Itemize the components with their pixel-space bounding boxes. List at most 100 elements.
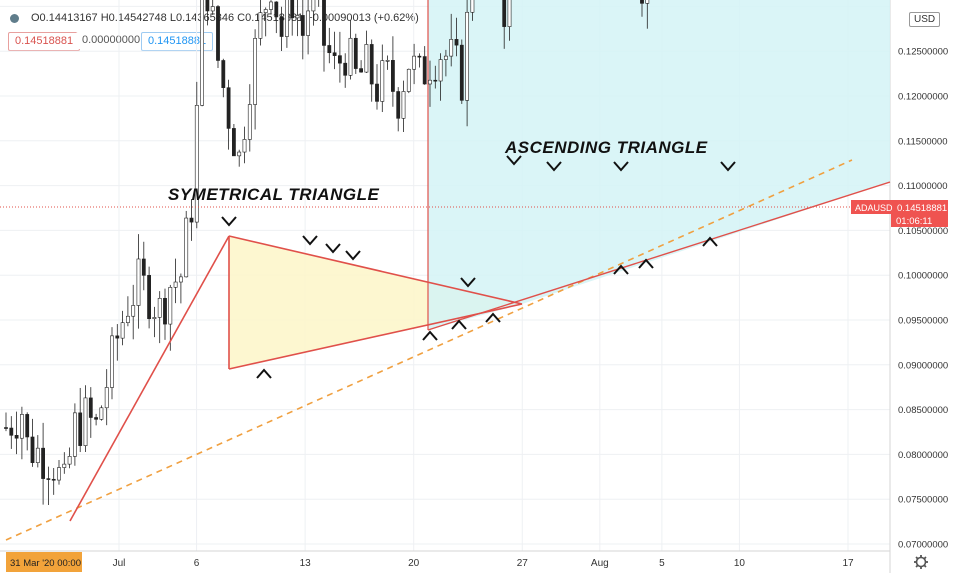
candle <box>454 17 459 57</box>
candle-body <box>359 68 364 73</box>
candle-body <box>279 16 284 37</box>
gear-tooth <box>923 564 927 568</box>
candle <box>152 306 157 338</box>
candle-body <box>14 435 19 439</box>
candle-body <box>147 275 152 320</box>
indicator-value-1[interactable]: 0.14518881 <box>8 32 81 51</box>
price-tick-label: 0.10000000 <box>898 271 948 282</box>
candle-body <box>422 56 427 85</box>
candle <box>41 422 46 505</box>
candle <box>221 58 226 98</box>
candle-body <box>428 79 432 85</box>
candle <box>51 467 56 495</box>
candle <box>449 13 454 67</box>
candle <box>645 0 650 29</box>
candle-body <box>94 417 99 420</box>
crosshair-date-badge: 31 Mar '20 00:00 <box>6 552 82 572</box>
symmetrical-triangle-fill <box>229 236 522 369</box>
candle <box>30 418 35 467</box>
price-tick-label: 0.07500000 <box>898 495 948 506</box>
candle <box>438 53 443 101</box>
candle <box>327 27 332 64</box>
candle-body <box>353 37 358 69</box>
candle <box>253 29 258 130</box>
candle <box>14 411 19 455</box>
candle <box>269 0 273 15</box>
candle <box>247 84 252 152</box>
candle-body <box>62 463 67 468</box>
currency-button[interactable]: USD <box>909 12 941 27</box>
candle-body <box>337 55 342 64</box>
candle-body <box>258 12 263 39</box>
candle <box>332 31 337 70</box>
indicator-value-2: 0.00000000 <box>76 32 147 49</box>
settings-gear-icon[interactable] <box>914 555 928 569</box>
candle-body <box>110 335 114 388</box>
time-tick-label: 13 <box>300 558 312 569</box>
candle-body <box>401 91 406 119</box>
candle <box>194 81 199 229</box>
pivot-low-marker <box>638 258 654 269</box>
candle <box>640 0 644 17</box>
candle-body <box>67 456 72 465</box>
candle-body <box>348 37 353 76</box>
candle-body <box>417 55 422 58</box>
pivot-high-marker <box>460 277 476 288</box>
candle-body <box>295 15 300 19</box>
candle-body <box>141 258 146 276</box>
candle <box>284 0 289 48</box>
candle <box>279 6 284 52</box>
candle <box>4 412 8 432</box>
candle <box>19 406 24 460</box>
candle <box>83 385 88 452</box>
candle-body <box>157 297 162 318</box>
candle <box>46 466 51 505</box>
candle-body <box>88 397 93 418</box>
candle <box>359 60 364 73</box>
pivot-high-marker <box>221 216 237 227</box>
pivot-high-marker <box>613 161 629 172</box>
sym-upper-line <box>228 235 523 305</box>
candle-body <box>41 447 46 479</box>
impulse-trend-line <box>69 235 230 522</box>
countdown-text: 01:06:11 <box>896 216 932 227</box>
candle-body <box>51 478 56 481</box>
ohlc-change: +0.00090013 (+0.62%) <box>306 12 419 24</box>
dashed-support-line <box>5 159 853 541</box>
candle <box>412 43 417 85</box>
candle <box>147 266 152 329</box>
crosshair-date-bg <box>6 552 82 572</box>
candle <box>200 0 205 107</box>
candle <box>9 416 14 449</box>
candle <box>25 412 30 451</box>
candle <box>353 33 358 74</box>
candle-body <box>9 427 14 436</box>
candle <box>173 258 178 304</box>
candle <box>311 0 316 26</box>
candle-body <box>200 0 205 106</box>
candle-body <box>179 276 183 283</box>
symbol-icon[interactable] <box>10 13 19 23</box>
candle-body <box>322 0 326 46</box>
candle <box>258 0 263 46</box>
candle <box>318 0 320 7</box>
candle-body <box>19 414 24 439</box>
candle-body <box>375 83 379 102</box>
gear-tooth <box>923 556 927 560</box>
pivot-high-marker <box>345 250 361 261</box>
price-tick-label: 0.11500000 <box>898 136 948 147</box>
candle-body <box>284 0 289 37</box>
candle <box>459 39 464 104</box>
price-tick-label: 0.07000000 <box>898 540 948 551</box>
candle <box>375 64 379 110</box>
candle <box>401 80 406 133</box>
candle <box>157 291 162 344</box>
candles <box>4 0 650 505</box>
candle <box>295 0 300 37</box>
indicator-value-3[interactable]: 0.14518881 <box>141 32 214 51</box>
candle-body <box>369 44 374 85</box>
candle-body <box>210 6 215 12</box>
candle <box>35 435 40 468</box>
candle-body <box>189 217 194 223</box>
